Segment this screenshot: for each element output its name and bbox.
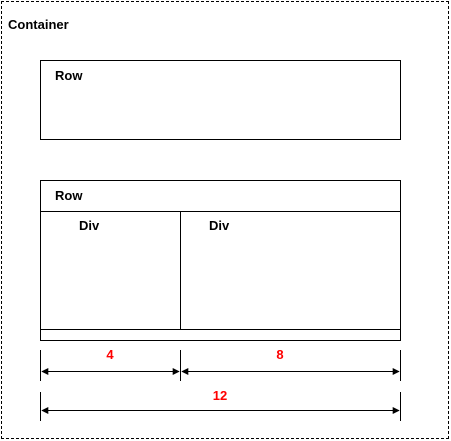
row-2-footer-divider [40, 329, 401, 330]
div-right-label: Div [209, 218, 230, 233]
right-span-label: 8 [276, 347, 283, 362]
total-span-label: 12 [213, 388, 227, 403]
left-span-label: 4 [106, 347, 114, 362]
row-1-label: Row [55, 68, 83, 83]
row-1-box [40, 60, 401, 140]
container-label: Container [8, 17, 69, 32]
row-2-box [40, 180, 401, 341]
row-2-label: Row [55, 188, 83, 203]
row-2-header-divider [40, 211, 401, 212]
column-divider [180, 211, 181, 330]
div-left-label: Div [79, 218, 100, 233]
